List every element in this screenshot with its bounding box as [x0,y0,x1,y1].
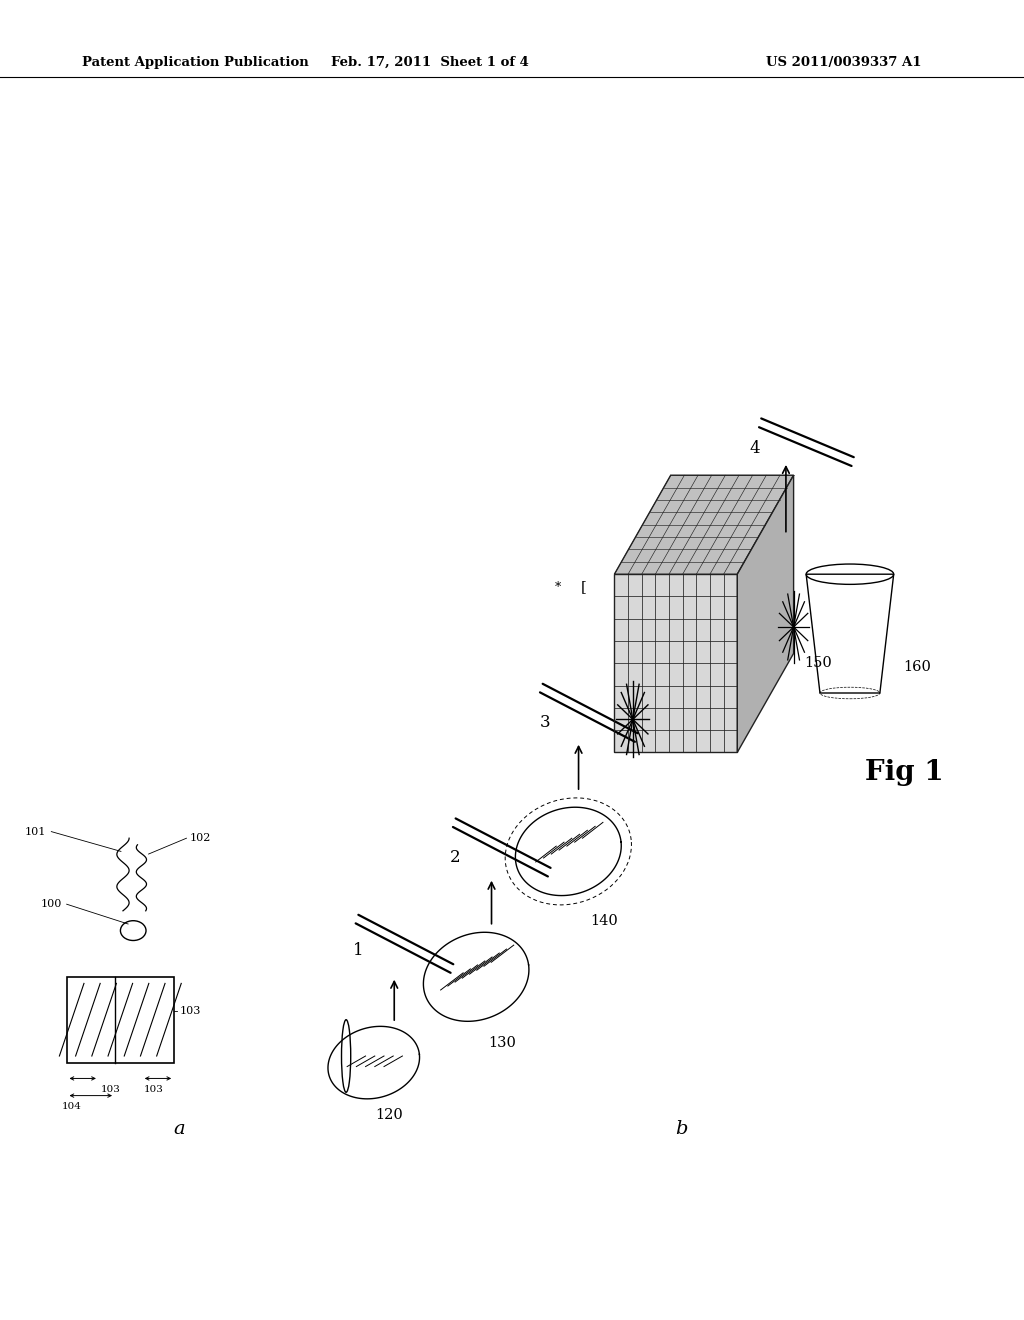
Polygon shape [614,574,737,752]
Text: Patent Application Publication: Patent Application Publication [82,55,308,69]
Text: 120: 120 [375,1109,403,1122]
Text: 1: 1 [353,942,364,958]
Text: 101: 101 [25,826,46,837]
Text: 160: 160 [903,660,931,673]
Text: 103: 103 [179,1006,201,1016]
Text: b: b [675,1119,687,1138]
Polygon shape [614,475,794,574]
Bar [67,977,174,1063]
Polygon shape [737,475,794,752]
Text: 103: 103 [101,1085,121,1093]
Text: 150: 150 [804,656,831,671]
Text: 4: 4 [750,441,760,457]
Text: 140: 140 [590,915,618,928]
Text: 2: 2 [451,850,461,866]
Text: *: * [555,581,561,594]
Text: 104: 104 [61,1102,81,1110]
Text: Fig 1: Fig 1 [865,759,944,785]
Text: Feb. 17, 2011  Sheet 1 of 4: Feb. 17, 2011 Sheet 1 of 4 [331,55,529,69]
Text: US 2011/0039337 A1: US 2011/0039337 A1 [766,55,922,69]
Text: 100: 100 [40,899,61,909]
Text: 102: 102 [189,833,211,843]
Text: 103: 103 [144,1085,164,1093]
Text: 3: 3 [540,714,550,730]
Text: a: a [173,1119,185,1138]
Text: [: [ [581,581,587,594]
Text: 130: 130 [487,1036,516,1049]
